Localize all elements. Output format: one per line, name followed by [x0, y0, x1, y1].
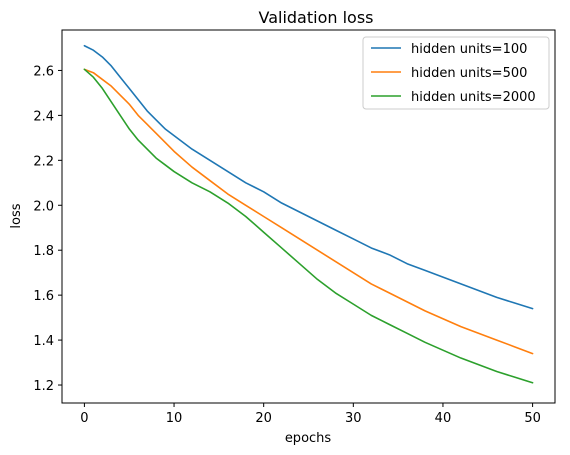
y-tick-label: 2.0 — [33, 199, 54, 214]
y-tick-label: 2.6 — [33, 64, 54, 79]
y-tick-label: 2.4 — [33, 109, 54, 124]
legend-label-100: hidden units=100 — [411, 42, 527, 57]
x-axis-label: epochs — [285, 431, 332, 446]
y-tick-label: 2.2 — [33, 154, 54, 169]
legend-label-2000: hidden units=2000 — [411, 90, 536, 105]
y-axis-label: loss — [9, 203, 24, 228]
y-tick-label: 1.2 — [33, 379, 54, 394]
x-tick-label: 0 — [80, 411, 88, 426]
x-tick-label: 50 — [524, 411, 541, 426]
x-axis: 0 10 20 30 40 50 — [80, 403, 541, 426]
x-tick-label: 20 — [255, 411, 272, 426]
legend-label-500: hidden units=500 — [411, 66, 527, 81]
y-axis: 1.2 1.4 1.6 1.8 2.0 2.2 2.4 2.6 — [33, 64, 62, 394]
chart-title: Validation loss — [259, 8, 374, 27]
y-tick-label: 1.8 — [33, 244, 54, 259]
x-tick-label: 10 — [166, 411, 183, 426]
y-tick-label: 1.4 — [33, 334, 54, 349]
series-line-2 — [84, 69, 532, 353]
x-tick-label: 40 — [435, 411, 452, 426]
y-tick-label: 1.6 — [33, 289, 54, 304]
x-tick-label: 30 — [345, 411, 362, 426]
legend: hidden units=100 hidden units=500 hidden… — [363, 37, 549, 109]
